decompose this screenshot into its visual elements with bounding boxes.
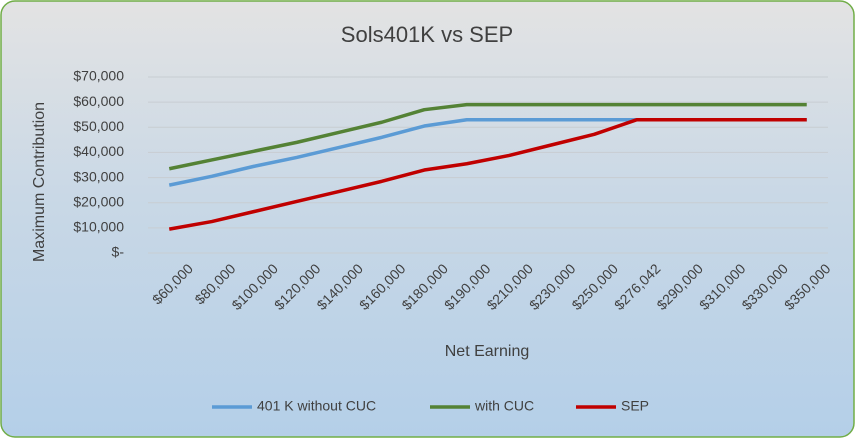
y-tick-label: $20,000 [73, 193, 124, 209]
y-tick-label: $70,000 [73, 68, 124, 84]
y-tick-label: $40,000 [73, 143, 124, 159]
legend-label: SEP [621, 398, 649, 414]
y-tick-label: $10,000 [73, 219, 124, 235]
series-line [168, 102, 807, 171]
y-tick-label: $50,000 [73, 118, 124, 134]
y-tick-label: $30,000 [73, 168, 124, 184]
series-line [168, 117, 807, 231]
x-axis-title: Net Earning [445, 343, 530, 360]
y-tick-label: $60,000 [73, 93, 124, 109]
legend-label: with CUC [474, 398, 534, 414]
y-tick-label: $- [112, 244, 125, 260]
chart-title: Sols401K vs SEP [341, 22, 513, 47]
legend-label: 401 K without CUC [257, 398, 376, 414]
y-axis-title: Maximum Contribution [31, 102, 48, 262]
